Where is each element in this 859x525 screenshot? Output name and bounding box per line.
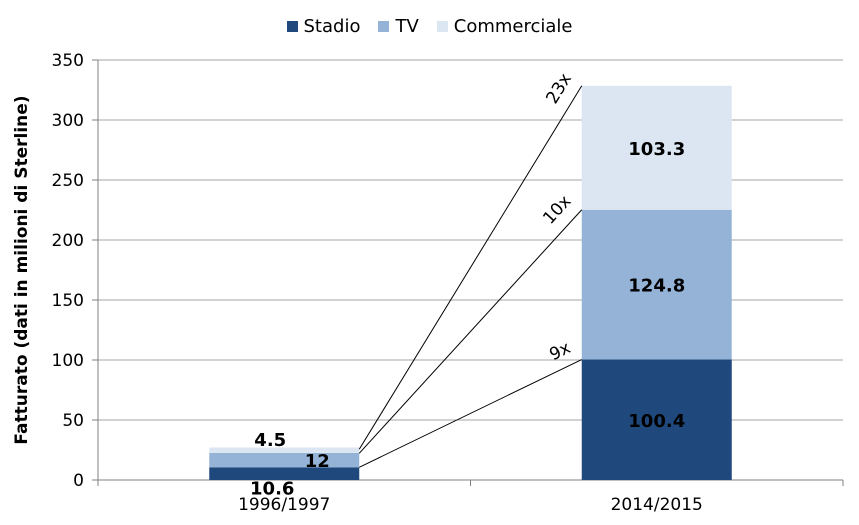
legend-item-tv: TV — [378, 16, 419, 37]
data-label: 100.4 — [628, 411, 685, 432]
data-label: 4.5 — [254, 430, 286, 451]
data-label: 103.3 — [628, 139, 685, 160]
legend-label-stadio: Stadio — [303, 16, 361, 37]
legend-label-commerciale: Commerciale — [453, 16, 573, 37]
data-label: 12 — [305, 451, 330, 472]
y-tick-label: 300 — [52, 111, 84, 131]
bar-segment — [209, 467, 360, 480]
y-tick-label: 0 — [73, 471, 84, 491]
legend-swatch-stadio — [286, 21, 298, 32]
legend-swatch-commerciale — [436, 21, 448, 32]
legend-item-stadio: Stadio — [286, 16, 361, 37]
growth-line — [359, 359, 582, 468]
y-tick-label: 350 — [52, 51, 84, 71]
x-tick-label: 1996/1997 — [238, 495, 330, 515]
y-tick-label: 50 — [62, 411, 84, 431]
legend-swatch-tv — [378, 21, 390, 32]
growth-annotation: 23x — [542, 70, 576, 107]
bar-segment — [209, 447, 360, 453]
growth-annotation: 9x — [546, 338, 574, 365]
data-label: 10.6 — [250, 479, 294, 500]
bar-segment — [581, 85, 732, 210]
legend: Stadio TV Commerciale — [0, 16, 859, 37]
bar-segment — [209, 452, 360, 468]
bar-segment — [581, 359, 732, 480]
bar-segment — [581, 209, 732, 360]
growth-line — [358, 209, 583, 454]
data-label: 124.8 — [628, 276, 685, 297]
y-tick-label: 100 — [52, 351, 84, 371]
y-tick-label: 250 — [52, 171, 84, 191]
legend-item-commerciale: Commerciale — [436, 16, 573, 37]
y-tick-label: 200 — [52, 231, 84, 251]
legend-label-tv: TV — [395, 16, 419, 37]
y-tick-label: 150 — [52, 291, 84, 311]
growth-line — [358, 85, 583, 450]
x-tick-label: 2014/2015 — [611, 495, 703, 515]
